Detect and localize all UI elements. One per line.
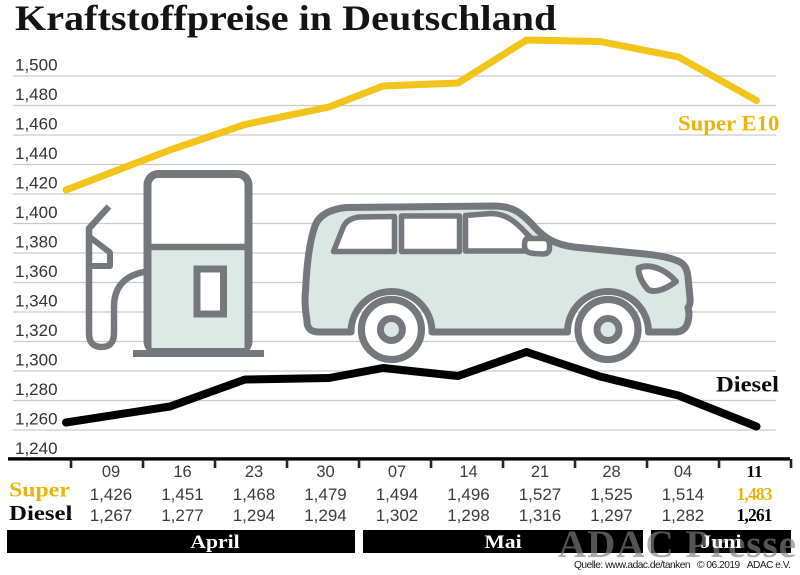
svg-text:Quelle: www.adac.de/tanken ©: Quelle: www.adac.de/tanken © 06.2019 ADA… bbox=[574, 560, 791, 571]
svg-text:28: 28 bbox=[602, 463, 620, 481]
svg-text:Diesel: Diesel bbox=[9, 502, 72, 525]
svg-text:Super E10: Super E10 bbox=[678, 111, 779, 136]
svg-text:1,380: 1,380 bbox=[15, 233, 58, 252]
svg-text:1,500: 1,500 bbox=[15, 56, 58, 75]
svg-text:1,483: 1,483 bbox=[737, 484, 773, 504]
svg-text:14: 14 bbox=[459, 463, 477, 481]
svg-text:1,440: 1,440 bbox=[15, 144, 58, 163]
svg-text:1,300: 1,300 bbox=[15, 351, 58, 370]
svg-text:1,261: 1,261 bbox=[737, 505, 773, 525]
svg-text:30: 30 bbox=[316, 463, 334, 481]
svg-text:1,282: 1,282 bbox=[662, 506, 705, 525]
svg-text:1,525: 1,525 bbox=[590, 485, 633, 504]
svg-text:1,260: 1,260 bbox=[15, 410, 58, 429]
svg-text:1,468: 1,468 bbox=[233, 485, 276, 504]
svg-text:April: April bbox=[190, 532, 240, 553]
svg-text:16: 16 bbox=[173, 463, 191, 481]
svg-text:04: 04 bbox=[674, 463, 692, 481]
svg-text:Kraftstoffpreise in Deutschlan: Kraftstoffpreise in Deutschland bbox=[15, 0, 556, 38]
svg-text:1,494: 1,494 bbox=[376, 485, 419, 504]
svg-text:07: 07 bbox=[388, 463, 406, 481]
svg-text:1,360: 1,360 bbox=[15, 262, 58, 281]
svg-text:ADAC Presse: ADAC Presse bbox=[558, 523, 796, 566]
svg-text:1,320: 1,320 bbox=[15, 321, 58, 340]
svg-text:Super: Super bbox=[9, 478, 70, 501]
svg-text:11: 11 bbox=[746, 462, 762, 481]
svg-text:1,297: 1,297 bbox=[590, 506, 633, 525]
svg-text:1,400: 1,400 bbox=[15, 203, 58, 222]
svg-text:1,280: 1,280 bbox=[15, 380, 58, 399]
svg-text:1,514: 1,514 bbox=[662, 485, 705, 504]
svg-text:1,479: 1,479 bbox=[304, 485, 347, 504]
svg-text:1,277: 1,277 bbox=[161, 506, 204, 525]
svg-text:09: 09 bbox=[102, 463, 120, 481]
svg-text:1,240: 1,240 bbox=[15, 439, 58, 458]
svg-text:1,426: 1,426 bbox=[90, 485, 133, 504]
svg-text:1,302: 1,302 bbox=[376, 506, 419, 525]
svg-text:1,496: 1,496 bbox=[447, 485, 490, 504]
svg-text:1,451: 1,451 bbox=[161, 485, 204, 504]
svg-text:1,480: 1,480 bbox=[15, 85, 58, 104]
svg-text:1,527: 1,527 bbox=[519, 485, 562, 504]
svg-text:1,294: 1,294 bbox=[233, 506, 276, 525]
svg-text:1,267: 1,267 bbox=[90, 506, 133, 525]
svg-text:21: 21 bbox=[531, 463, 549, 481]
svg-text:1,340: 1,340 bbox=[15, 292, 58, 311]
svg-text:23: 23 bbox=[245, 463, 263, 481]
svg-text:1,294: 1,294 bbox=[304, 506, 347, 525]
svg-text:Juni: Juni bbox=[701, 532, 742, 553]
svg-text:1,460: 1,460 bbox=[15, 115, 58, 134]
svg-text:1,298: 1,298 bbox=[447, 506, 490, 525]
svg-text:1,316: 1,316 bbox=[519, 506, 562, 525]
svg-text:1,420: 1,420 bbox=[15, 174, 58, 193]
svg-text:Mai: Mai bbox=[484, 532, 522, 553]
svg-text:Diesel: Diesel bbox=[716, 373, 779, 397]
